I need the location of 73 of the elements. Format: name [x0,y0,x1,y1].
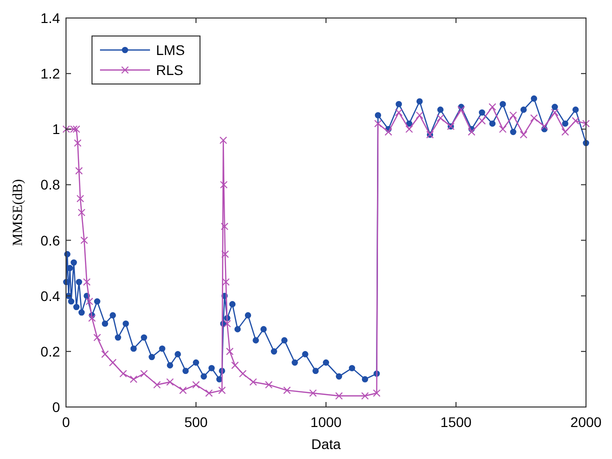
point [220,136,228,144]
point [283,386,291,394]
point [372,389,380,397]
x-tick-label: 1000 [310,414,342,430]
point [520,130,528,138]
point [78,208,86,216]
point [76,194,84,202]
point [509,111,517,120]
point [179,386,187,394]
point [416,111,424,120]
y-tick-label: 1.4 [40,10,60,26]
point [130,375,138,384]
point [86,298,94,306]
point [582,120,590,128]
point [166,378,174,386]
point [457,106,465,114]
point [249,378,257,386]
point [361,392,369,400]
point [478,117,486,125]
point [80,236,88,244]
point [220,222,228,230]
x-tick-label: 0 [62,414,70,430]
point [239,370,247,378]
point [488,103,496,111]
point [468,128,476,136]
point [119,370,127,378]
point [218,386,226,394]
point [384,128,392,136]
point [374,120,382,128]
x-tick-label: 500 [184,414,208,430]
point [561,128,569,136]
point [530,114,538,122]
point [74,139,82,147]
point [83,278,91,286]
point [109,358,117,366]
point [88,314,96,322]
point [72,125,80,133]
point [205,389,213,397]
point [265,380,273,389]
point [220,180,228,189]
point [221,250,229,258]
x-axis-title: Data [311,436,341,452]
legend-label: RLS [156,62,184,78]
y-tick-label: 0.2 [40,343,60,360]
point [140,370,148,378]
point [223,320,231,328]
point [335,392,343,400]
point [226,348,234,356]
point [93,334,101,342]
point [75,167,83,175]
point [231,362,239,370]
point [572,117,580,125]
y-tick-label: 0.6 [40,232,60,248]
point [405,125,413,133]
point [436,114,444,122]
legend-label: LMS [156,42,185,58]
point [540,122,548,130]
y-tick-label: 1 [52,121,60,138]
y-tick-label: 1.2 [40,66,60,82]
x-tick-label: 2000 [570,414,602,430]
point [499,125,507,133]
point [192,380,200,389]
point [153,380,161,389]
point [309,389,317,397]
y-axis-title: MMSE(dB) [11,178,26,246]
y-tick-label: 0.4 [40,288,60,304]
point [222,278,230,286]
point [551,108,559,116]
y-tick-label: 0 [52,399,60,415]
y-tick-label: 0.8 [40,176,60,193]
x-tick-label: 1500 [440,414,472,430]
point [101,350,109,358]
point [395,108,403,116]
